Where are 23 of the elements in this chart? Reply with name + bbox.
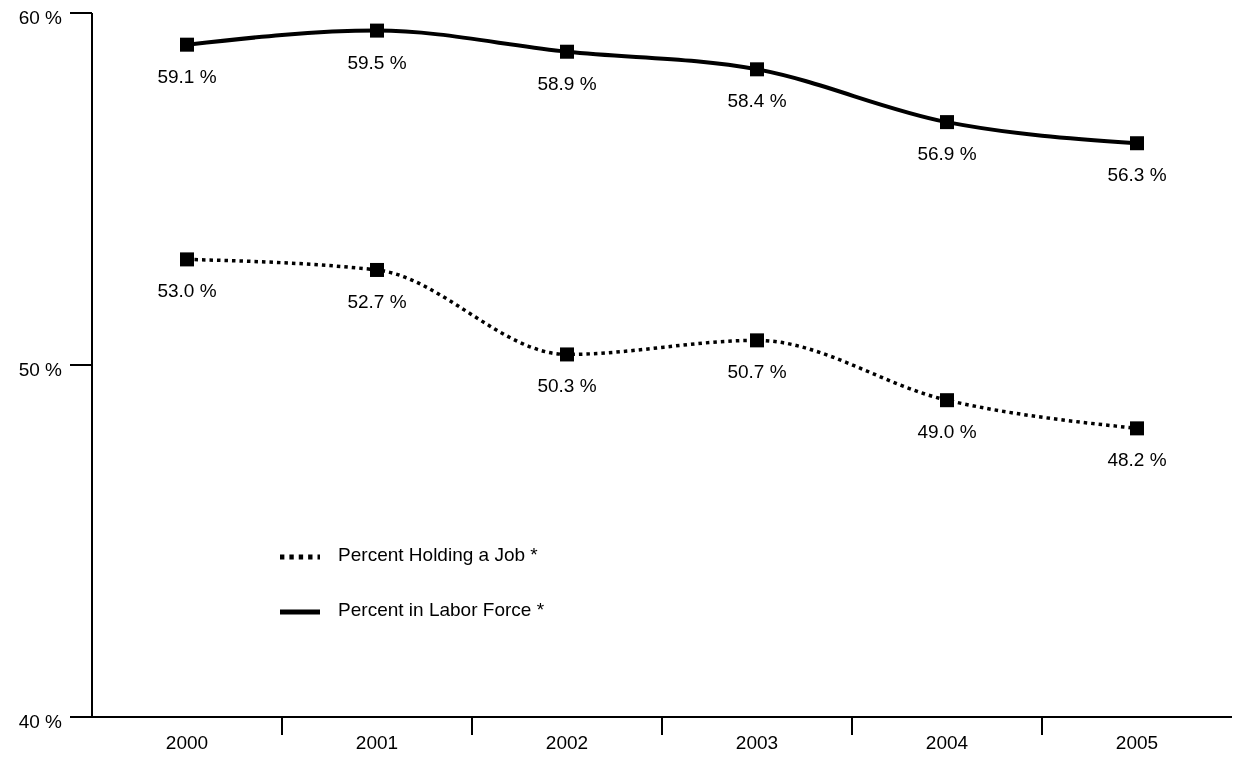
- x-tick-label: 2002: [545, 732, 589, 753]
- data-label: 50.3 %: [537, 375, 597, 397]
- y-tick-label: 60 %: [18, 6, 63, 28]
- data-label: 59.1 %: [157, 65, 217, 87]
- y-tick-label: 50 %: [18, 358, 63, 380]
- x-tick-label: 2005: [1115, 732, 1159, 753]
- x-tick-label: 2001: [355, 732, 399, 753]
- data-label: 59.5 %: [347, 51, 407, 73]
- data-label: 52.7 %: [347, 290, 407, 312]
- data-label: 48.2 %: [1107, 449, 1167, 471]
- data-label: 56.3 %: [1107, 164, 1167, 186]
- x-tick-label: 2004: [925, 732, 969, 753]
- x-tick-label: 2000: [165, 732, 209, 753]
- data-label: 50.7 %: [727, 361, 787, 383]
- y-tick-label: 40 %: [18, 710, 63, 732]
- data-label: 53.0 %: [157, 280, 217, 302]
- data-label: 58.9 %: [537, 72, 597, 94]
- data-label: 58.4 %: [727, 90, 787, 112]
- legend-label: Percent Holding a Job *: [338, 543, 538, 565]
- data-label: 56.9 %: [917, 143, 977, 165]
- legend-label: Percent in Labor Force *: [338, 598, 545, 620]
- x-tick-label: 2003: [735, 732, 779, 753]
- data-label: 49.0 %: [917, 421, 977, 443]
